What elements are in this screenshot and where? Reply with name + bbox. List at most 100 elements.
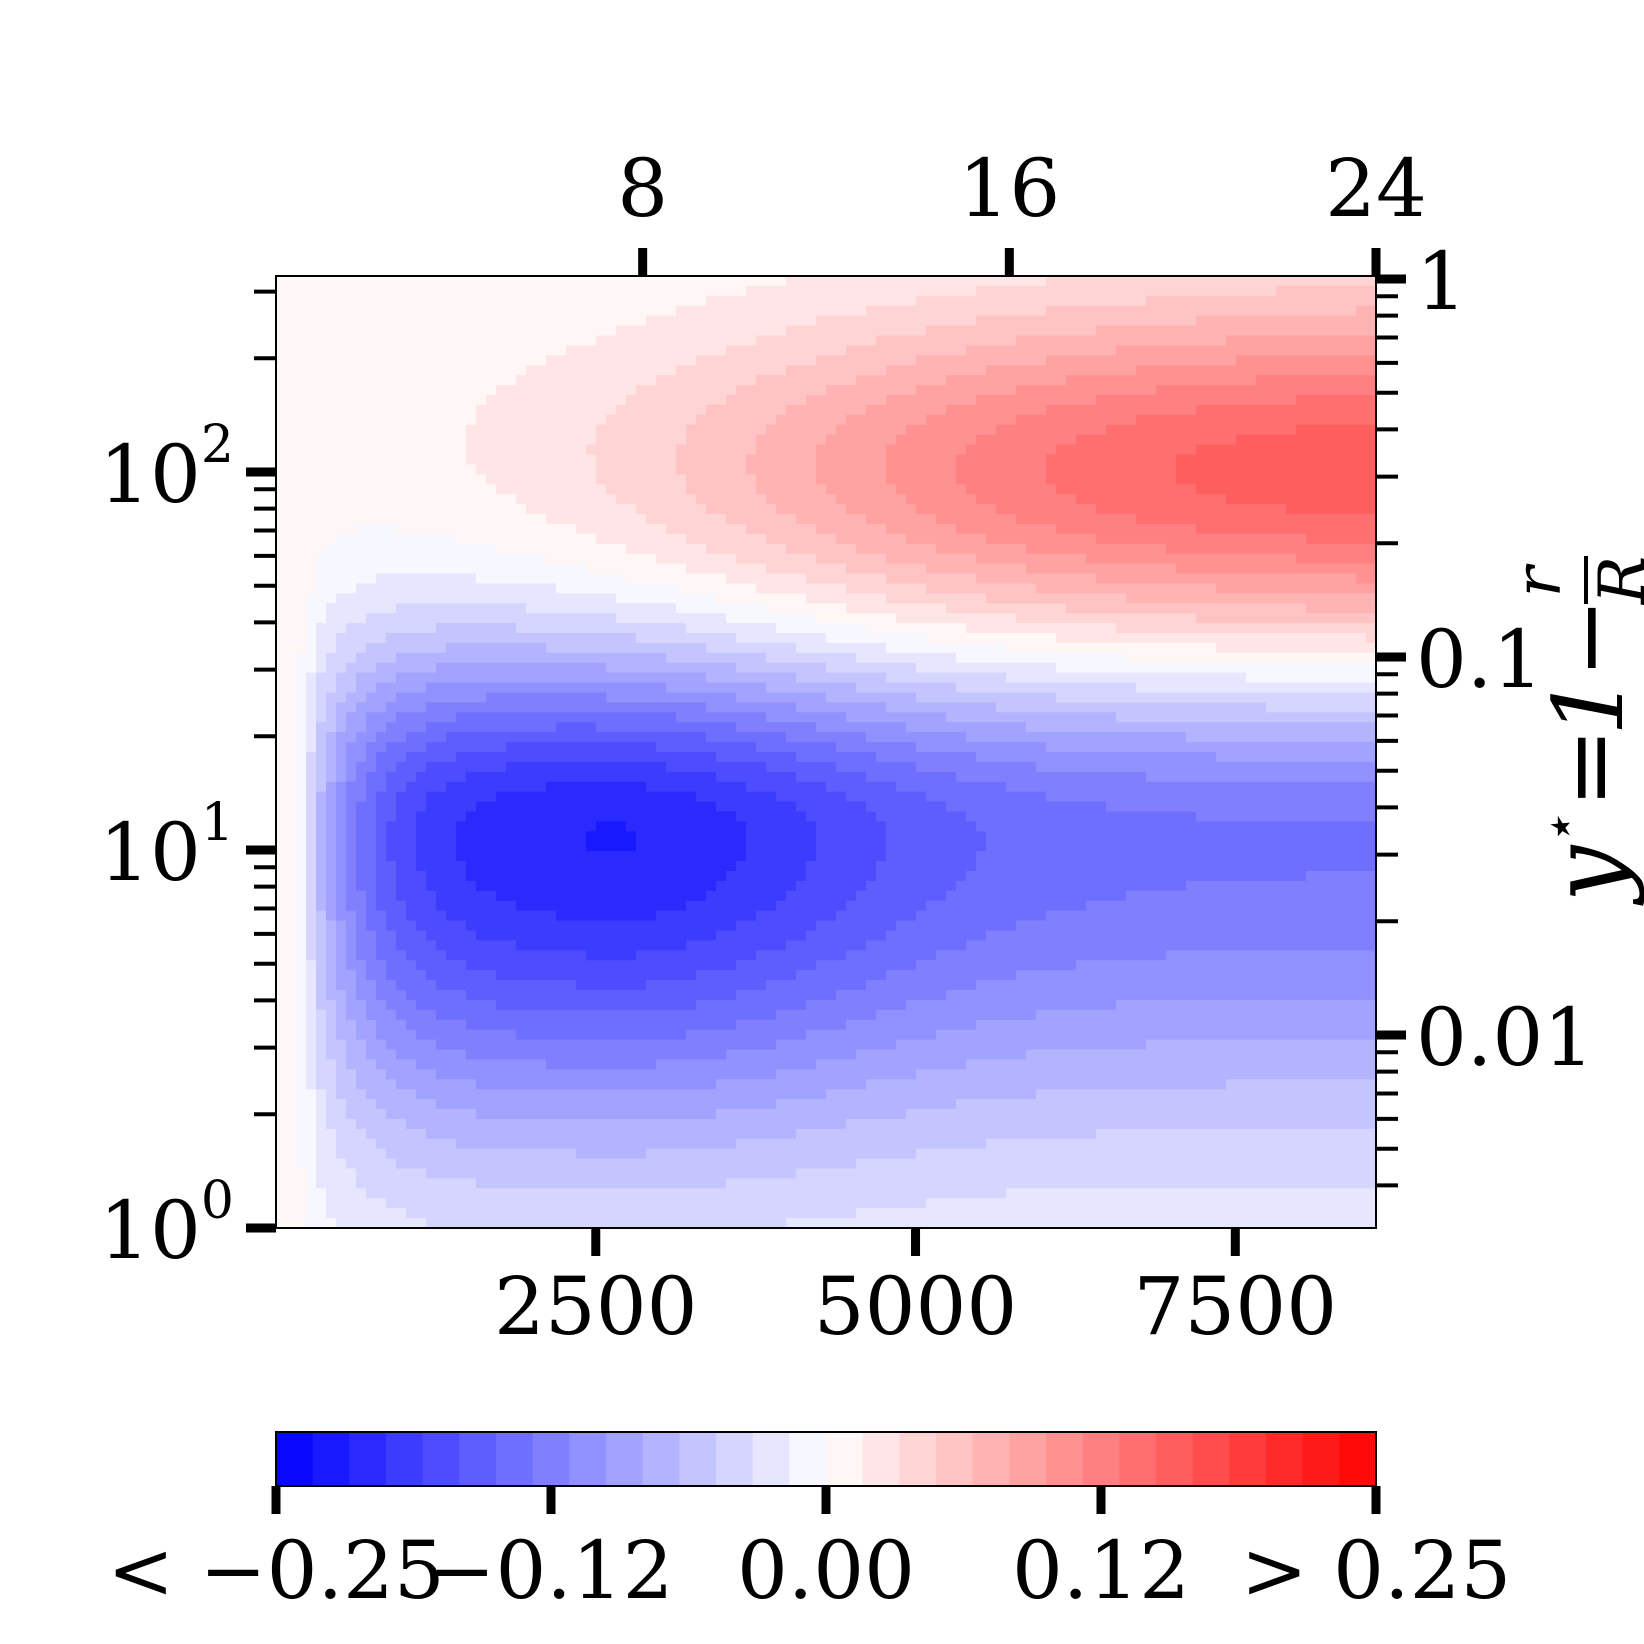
contour-cell [976,434,1077,446]
contour-cell [306,722,317,733]
contour-cell [436,1069,777,1081]
colorbar-level [422,1432,460,1486]
contour-cell [316,999,337,1011]
contour-cell [1286,504,1376,515]
contour-cell [376,1019,407,1031]
contour-cell [416,841,457,852]
contour-cell [876,871,967,882]
contour-cell [526,504,637,515]
contour-cell [366,970,387,981]
contour-cell [1196,484,1376,495]
contour-cell [986,593,1127,605]
contour-cell [816,355,917,367]
contour-cell [276,1198,307,1209]
contour-cell [886,831,987,843]
contour-cell [356,702,387,714]
contour-cell [456,851,747,862]
contour-cell [276,1089,297,1100]
contour-cell [346,722,367,733]
contour-cell [1036,583,1217,595]
contour-cell [316,712,327,724]
contour-cell [856,1208,1376,1219]
contour-cell [316,930,327,942]
contour-cell [1056,484,1197,495]
contour-cell [336,742,347,753]
contour-cell [856,890,947,902]
colorbar-level [349,1432,387,1486]
contour-cell [836,494,907,505]
contour-cell [316,583,357,595]
contour-cell [946,603,1067,614]
contour-cell [596,533,687,545]
contour-cell [566,345,727,357]
contour-cell [296,752,307,763]
contour-cell [516,494,617,505]
contour-cell [276,1079,297,1090]
contour-cell [316,890,327,902]
contour-cell [296,841,307,852]
contour-cell [936,514,1017,525]
contour-cell [376,1099,437,1110]
contour-cell [846,603,947,614]
contour-cell [276,1188,307,1200]
contour-cell [356,771,367,783]
contour-cell [326,1109,347,1120]
contour-cell [466,990,737,1001]
contour-cell [1096,395,1297,406]
contour-cell [356,523,397,535]
contour-cell [306,712,317,724]
contour-cell [356,980,377,991]
contour-cell [676,712,767,724]
contour-cell [276,613,307,624]
contour-cell [346,900,367,912]
contour-cell [516,900,687,912]
contour-cell [726,395,807,406]
contour-cell [366,613,617,624]
contour-cell [326,950,337,962]
y2-tick-label: 0.01 [1416,991,1594,1084]
contour-cell [276,1208,307,1219]
contour-cell [356,831,377,843]
contour-cell [716,930,807,942]
contour-cell [806,930,887,942]
contour-cell [346,742,367,753]
contour-cell [926,1198,1376,1209]
contour-cell [466,871,727,882]
contour-cell [306,999,317,1011]
contour-cell [276,504,527,515]
contour-cell [316,652,327,664]
colorbar-level [972,1432,1010,1486]
contour-cell [986,533,1097,545]
contour-cell [436,1039,777,1051]
contour-cell [886,454,957,466]
contour-cell [876,861,977,872]
contour-cell [386,1148,577,1160]
contour-cell [366,920,387,932]
contour-cell [1356,573,1376,585]
contour-cell [386,851,417,862]
contour-cell [276,900,297,912]
contour-cell [686,940,787,952]
contour-cell [496,385,637,396]
contour-cell [546,514,647,525]
contour-cell [736,633,827,644]
contour-cell [346,999,367,1011]
contour-cell [776,1009,877,1021]
colorbar-tick-label: < −0.25 [107,1524,445,1617]
contour-cell [316,1148,337,1160]
contour-cell [276,404,477,416]
contour-cell [736,920,817,932]
contour-cell [1046,454,1177,466]
contour-cell [376,841,387,852]
contour-cell [836,742,917,753]
contour-cell [316,563,587,575]
contour-cell [306,732,317,743]
contour-cell [396,1079,477,1090]
contour-cell [276,1069,297,1081]
contour-cell [336,801,347,813]
contour-cell [816,841,887,852]
contour-cell [326,781,337,793]
contour-cell [306,841,317,852]
contour-cell [396,603,527,614]
contour-cell [466,861,737,872]
